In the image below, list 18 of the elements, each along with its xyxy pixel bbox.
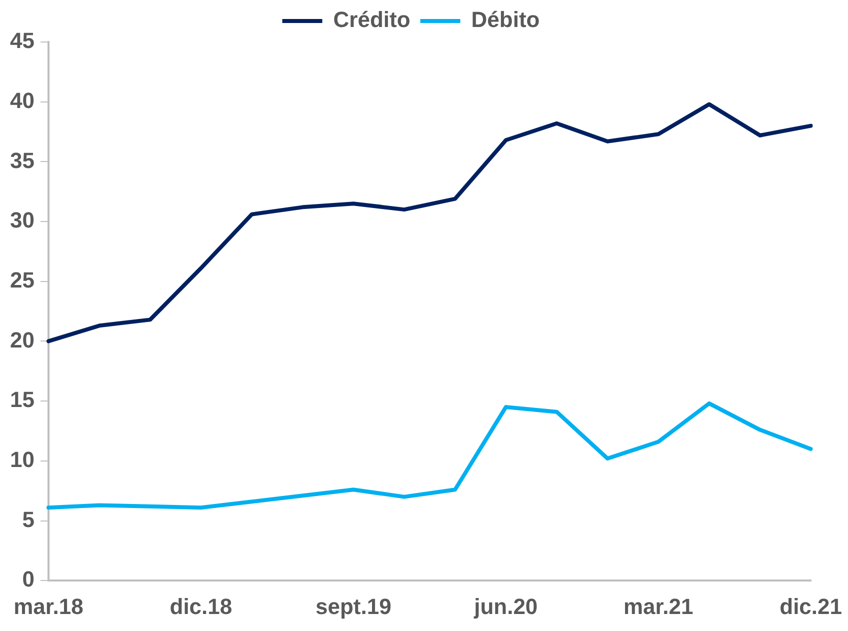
x-tick-label: mar.18 [14,594,84,619]
y-tick-label: 10 [10,446,34,472]
x-tick-label: mar.21 [623,594,694,619]
x-tick-label: jun.20 [473,594,538,619]
y-tick-label: 40 [10,88,34,113]
y-tick-label: 5 [22,506,34,532]
legend-label: Débito [471,7,540,32]
y-tick-label: 15 [10,387,34,412]
legend-label: Crédito [333,7,410,32]
y-tick-label: 25 [10,267,34,292]
y-tick-label: 35 [10,148,34,173]
y-tick-label: 20 [10,327,34,352]
y-tick-label: 30 [10,208,34,233]
x-tick-label: sept.19 [315,594,392,619]
x-tick-label: dic.21 [780,594,842,619]
y-tick-label: 45 [10,28,34,54]
y-tick-label: 0 [22,566,34,592]
x-tick-label: dic.18 [170,594,232,619]
